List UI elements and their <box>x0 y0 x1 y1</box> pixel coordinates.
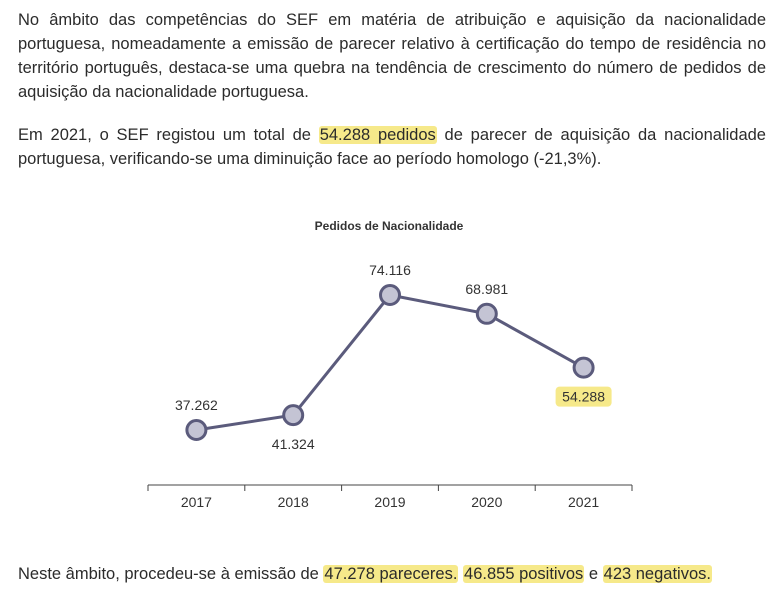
x-tick-label-2017: 2017 <box>181 494 212 510</box>
series-line <box>196 293 585 432</box>
opinions-text-before: Neste âmbito, procedeu-se à emissão de <box>18 565 324 583</box>
x-tick-label-2021: 2021 <box>568 494 599 510</box>
opinions-total-highlight: 47.278 pareceres. <box>323 565 459 583</box>
line-chart: Pedidos de Nacionalidade 37.262 41.324 74.… <box>147 219 633 510</box>
total-highlight: 54.288 pedidos <box>318 126 437 144</box>
chart-title: Pedidos de Nacionalidade <box>315 219 464 233</box>
opinions-negative-highlight: 423 negativos. <box>602 565 712 583</box>
data-point-2021 <box>572 356 595 379</box>
data-label-2018: 41.324 <box>272 436 315 452</box>
data-point-2017 <box>185 419 208 441</box>
data-label-2019: 74.116 <box>369 262 411 278</box>
data-label-2017: 37.262 <box>175 397 218 413</box>
x-tick-label-2020: 2020 <box>471 494 502 510</box>
intro-paragraph: No âmbito das competências do SEF em mat… <box>18 11 766 101</box>
data-label-2021: 54.288 <box>562 389 605 405</box>
data-point-2018 <box>282 404 305 427</box>
data-label-2020: 68.981 <box>465 281 508 297</box>
x-tick-label-2019: 2019 <box>374 494 405 510</box>
opinions-paragraph: Neste âmbito, procedeu-se à emissão de 4… <box>18 562 766 586</box>
opinions-positive-highlight: 46.855 positivos <box>463 565 585 583</box>
opinions-sep-2: e <box>584 565 603 583</box>
x-tick-label-2018: 2018 <box>278 494 309 510</box>
data-label-highlight <box>555 386 612 407</box>
data-point-2019 <box>379 284 401 306</box>
total-paragraph: Em 2021, o SEF registou um total de 54.2… <box>18 123 766 171</box>
total-text-after: de parecer de aquisição da nacionalidade… <box>18 126 766 168</box>
data-point-2020 <box>475 302 498 325</box>
total-text-before: Em 2021, o SEF registou um total de <box>18 126 319 144</box>
